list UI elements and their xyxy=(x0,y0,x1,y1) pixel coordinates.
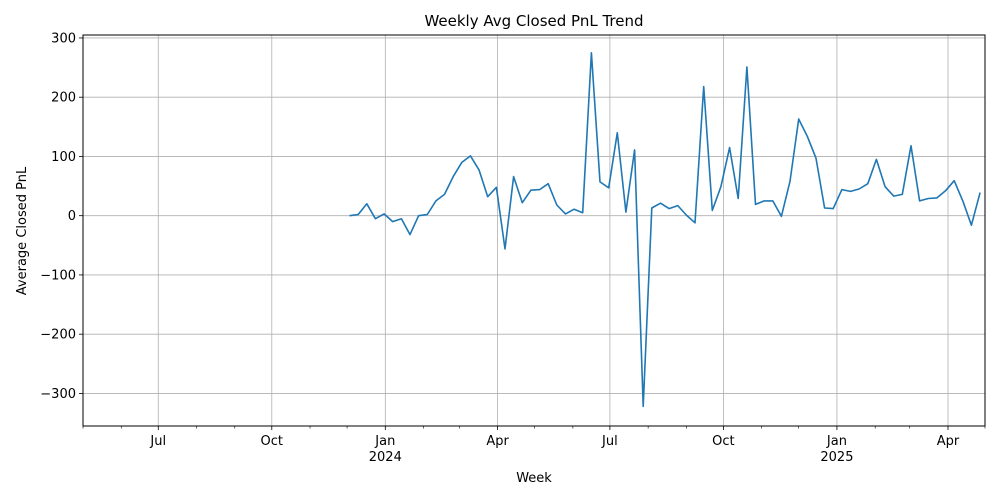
x-tick-label: Oct xyxy=(712,434,734,449)
y-tick-label: 100 xyxy=(51,150,76,165)
y-tick-label: −300 xyxy=(40,387,76,402)
y-tick-label: 200 xyxy=(51,91,76,106)
x-tick-label: Jan xyxy=(826,434,847,449)
grid xyxy=(83,35,985,426)
series-line xyxy=(349,52,981,408)
y-tick-label: −100 xyxy=(40,268,76,283)
x-tick-label: Jan xyxy=(374,434,395,449)
x-tick-label: Apr xyxy=(486,434,509,449)
plot-frame xyxy=(82,34,986,427)
x-tick-year-label: 2024 xyxy=(369,450,402,465)
x-tick-label: Oct xyxy=(261,434,283,449)
y-tick-label: 0 xyxy=(68,209,76,224)
x-tick-label: Jul xyxy=(149,434,166,449)
y-axis: −300 −200 −100 0 100 200 300 xyxy=(40,31,83,402)
x-tick-year-label: 2025 xyxy=(820,450,853,465)
x-tick-label: Jul xyxy=(601,434,618,449)
y-axis-title: Average Closed PnL xyxy=(15,166,30,295)
x-axis-title: Week xyxy=(516,471,552,486)
y-tick-label: 300 xyxy=(51,31,76,46)
chart-title: Weekly Avg Closed PnL Trend xyxy=(424,12,643,30)
y-tick-label: −200 xyxy=(40,328,76,343)
x-tick-label: Apr xyxy=(937,434,960,449)
